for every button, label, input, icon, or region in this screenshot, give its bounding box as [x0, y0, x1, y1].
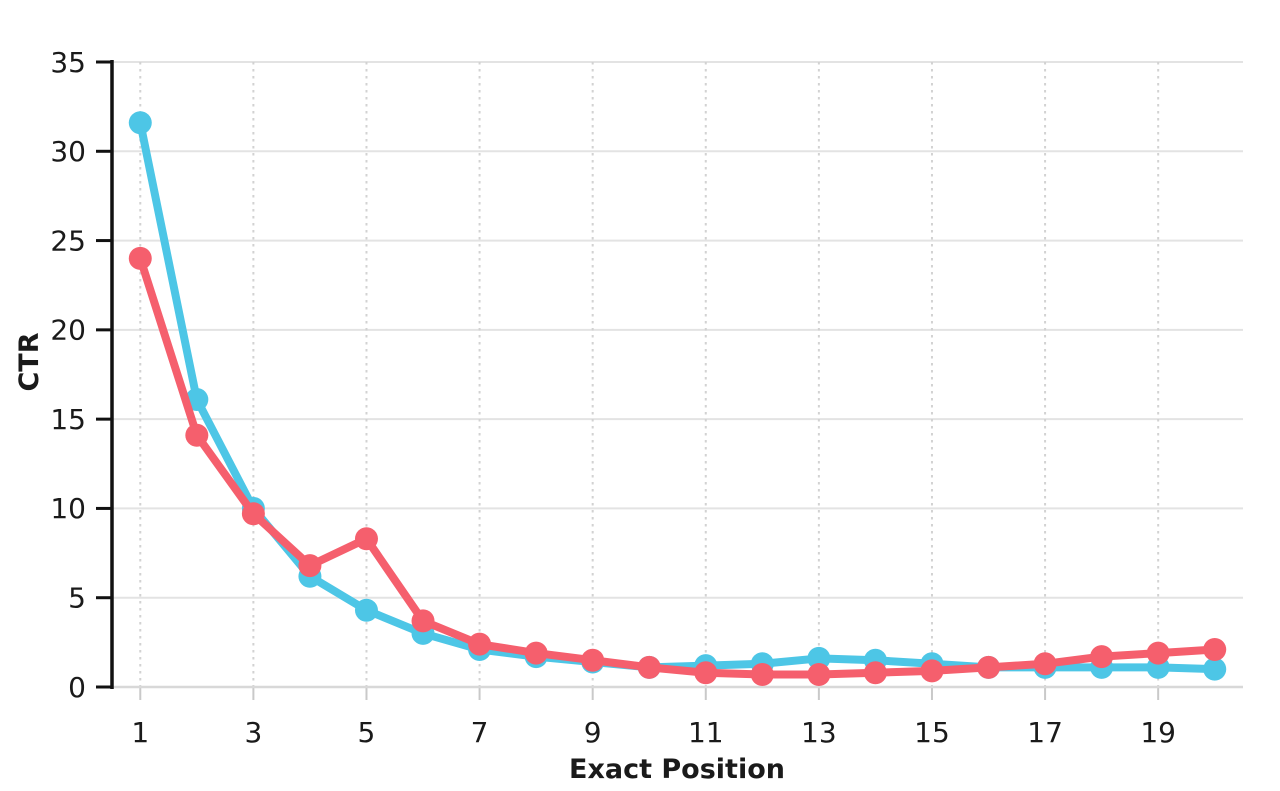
red-series-point-20	[1203, 638, 1227, 661]
y-tick-label-20: 20	[50, 314, 86, 347]
red-series-point-17	[1033, 652, 1057, 676]
x-tick-label-1: 1	[131, 716, 149, 749]
red-series-point-14	[863, 661, 887, 685]
x-tick-label-3: 3	[244, 716, 262, 749]
axis-labels: CTR Exact Position	[14, 332, 785, 785]
y-tick-label-15: 15	[50, 403, 86, 436]
red-series-point-1	[128, 246, 152, 270]
y-tick-label-5: 5	[68, 582, 86, 615]
x-tick-label-5: 5	[358, 716, 376, 749]
red-series-point-13	[807, 663, 831, 686]
red-series-point-12	[750, 663, 774, 686]
y-tick-label-10: 10	[50, 492, 86, 525]
y-tick-label-30: 30	[50, 135, 86, 168]
cyan-series-point-13	[807, 646, 831, 670]
red-series-point-5	[354, 527, 378, 551]
red-series-point-16	[977, 655, 1001, 679]
red-series-point-15	[920, 659, 944, 683]
red-series-point-6	[411, 609, 435, 633]
red-series-point-11	[694, 661, 718, 685]
cyan-series-point-5	[354, 598, 378, 622]
x-tick-label-19: 19	[1140, 716, 1176, 749]
x-tick-label-7: 7	[471, 716, 489, 749]
red-series-point-2	[185, 423, 209, 447]
red-series-line	[136, 254, 1219, 679]
red-series-point-9	[581, 648, 605, 672]
red-series-point-8	[524, 641, 548, 665]
x-tick-label-17: 17	[1027, 716, 1063, 749]
x-tick-label-13: 13	[801, 716, 837, 749]
x-tick-label-9: 9	[584, 716, 602, 749]
x-tick-label-11: 11	[688, 716, 724, 749]
y-tick-label-0: 0	[68, 671, 86, 704]
cyan-series-point-20	[1203, 657, 1227, 681]
x-axis-title: Exact Position	[569, 754, 785, 785]
gridlines	[112, 61, 1243, 687]
red-series-point-7	[468, 632, 492, 656]
red-series-point-10	[637, 655, 661, 679]
red-series-point-19	[1146, 641, 1170, 665]
red-series-point-3	[241, 502, 265, 526]
data-series	[128, 111, 1227, 686]
cyan-series-line	[136, 118, 1219, 674]
cyan-series-point-1	[128, 111, 152, 135]
y-tick-label-25: 25	[50, 224, 86, 257]
x-tick-label-15: 15	[914, 716, 950, 749]
red-series-point-18	[1090, 645, 1114, 669]
y-tick-label-35: 35	[50, 46, 86, 79]
red-series-point-4	[298, 554, 322, 578]
y-axis-title: CTR	[14, 332, 45, 391]
